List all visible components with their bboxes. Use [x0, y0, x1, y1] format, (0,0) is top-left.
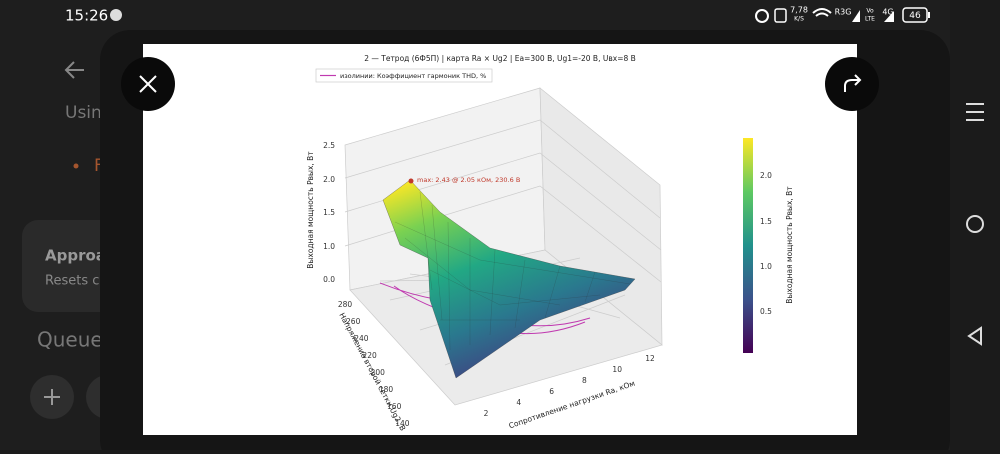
z-tick-label: 0.0	[323, 275, 335, 284]
z-tick-label: 1.0	[323, 242, 335, 251]
app-text: F	[94, 156, 104, 176]
status-network: R3G	[835, 8, 852, 17]
x-tick-label: 4	[516, 398, 521, 407]
colorbar-tick-label: 1.0	[760, 262, 772, 271]
max-marker	[408, 178, 414, 184]
x-tick-label: 10	[612, 365, 622, 374]
surface-mesh	[394, 191, 631, 351]
colorbar	[743, 138, 753, 353]
status-icons: 7,78 K/S R3G Vo LTE 4G 46	[755, 6, 930, 23]
x-tick-label: 12	[645, 354, 655, 363]
z-tick-label: 1.5	[323, 208, 335, 217]
status-battery: 46	[909, 11, 921, 21]
ticks: 2.5 2.0 1.5 1.0 0.0 280 260 240 220 200 180 160 140 2…	[323, 141, 772, 428]
plot-title: 2 — Тетрод (6Ф5П) | карта Ra × Ug2 | Ea=…	[364, 54, 636, 63]
add-icon	[44, 389, 60, 405]
nav-back[interactable]	[967, 326, 982, 346]
x-tick-label: 2	[484, 409, 489, 418]
x-tick-label: 6	[549, 387, 554, 396]
y-tick-label: 220	[362, 351, 377, 360]
card-title: Approa	[45, 247, 106, 265]
z-axis-label: Выходная мощность Pвых, Вт	[306, 151, 315, 269]
y-tick-label: 200	[371, 368, 386, 377]
section-title: Queue	[37, 328, 103, 352]
nav-menu[interactable]	[966, 103, 984, 121]
nav-home[interactable]	[966, 215, 984, 233]
status-generation: 4G	[882, 8, 893, 17]
colorbar-tick-label: 1.5	[760, 217, 772, 226]
back-arrow[interactable]	[64, 61, 84, 79]
y-tick-label: 160	[387, 402, 402, 411]
y-tick-label: 140	[395, 419, 410, 428]
colorbar-tick-label: 0.5	[760, 307, 772, 316]
y-tick-label: 180	[379, 385, 394, 394]
status-volte: Vo	[866, 8, 874, 15]
nav-bar	[950, 0, 1000, 450]
bullet	[73, 163, 79, 169]
status-volte: LTE	[865, 16, 875, 23]
y-tick-label: 240	[354, 334, 369, 343]
app-text: Usin	[65, 103, 102, 123]
legend	[315, 68, 493, 83]
status-avatar	[110, 9, 122, 21]
status-speed-unit: K/S	[794, 16, 804, 23]
status-speed: 7,78	[790, 6, 808, 15]
status-time: 15:26	[65, 7, 108, 25]
annotation: max: 2.43 @ 2.05 кОм, 230.6 В	[417, 176, 520, 184]
y-tick-label: 260	[346, 317, 361, 326]
z-tick-label: 2.0	[323, 175, 335, 184]
surface	[382, 179, 636, 379]
share-button[interactable]	[825, 57, 879, 111]
card-text: Resets c	[45, 274, 99, 289]
legend-label: изолинии: Коэффициент гармоник THD, %	[340, 72, 486, 80]
y-tick-label: 280	[338, 300, 353, 309]
colorbar-label: Выходная мощность Pвых, Вт	[785, 186, 794, 304]
z-tick-label: 2.5	[323, 141, 335, 150]
x-tick-label: 8	[582, 376, 587, 385]
colorbar-tick-label: 2.0	[760, 171, 772, 180]
